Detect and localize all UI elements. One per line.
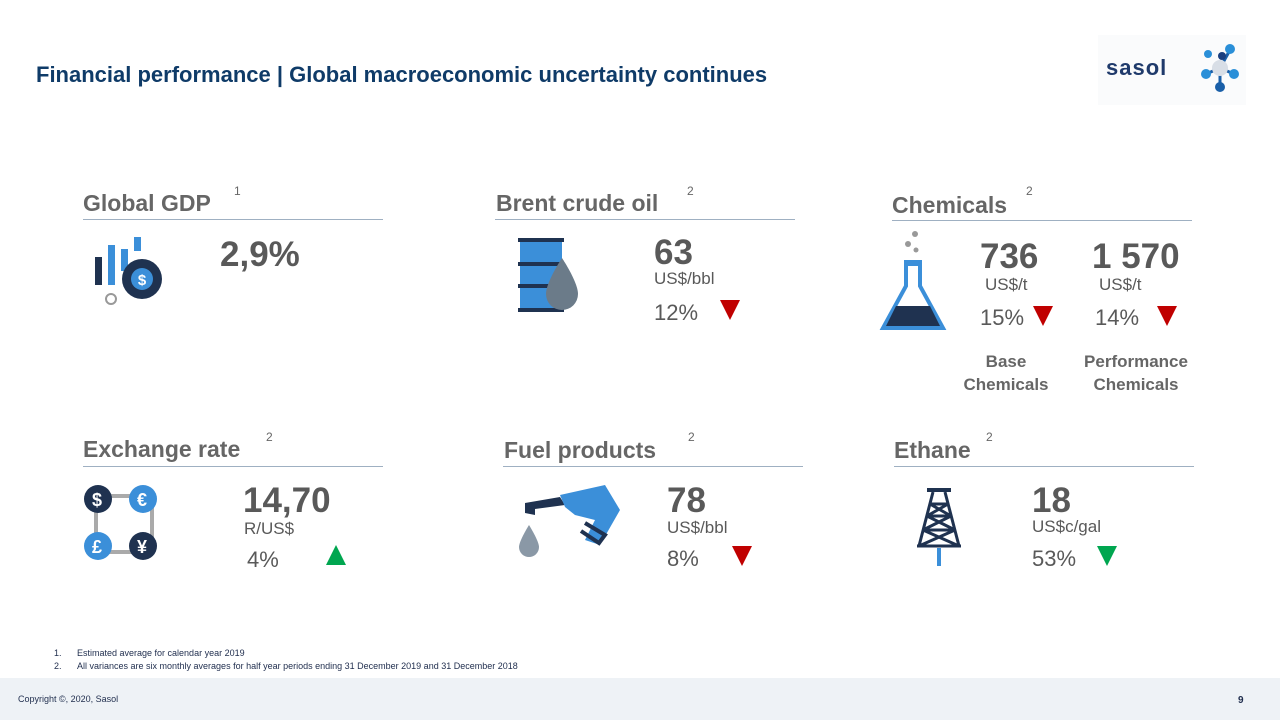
- copyright: Copyright ©, 2020, Sasol: [18, 694, 119, 704]
- ethane-unit: US$c/gal: [1032, 517, 1101, 536]
- divider: [892, 220, 1192, 221]
- divider: [503, 466, 803, 467]
- fuel-heading: Fuel products: [504, 437, 657, 463]
- footnote-text: All variances are six monthly averages f…: [77, 661, 518, 671]
- base-chemicals-unit: US$/t: [985, 275, 1028, 294]
- flask-icon: [879, 231, 947, 330]
- brent-unit: US$/bbl: [654, 269, 715, 288]
- page-title: Financial performance | Global macroecon…: [36, 62, 768, 87]
- brent-heading: Brent crude oil: [496, 190, 659, 216]
- oil-rig-icon: [917, 488, 961, 566]
- divider: [83, 466, 383, 467]
- fuel-nozzle-icon: [519, 485, 620, 557]
- gdp-heading: Global GDP: [83, 190, 211, 216]
- currency-exchange-icon: [84, 485, 157, 560]
- footnote-number: 1.: [54, 648, 62, 658]
- oil-barrel-icon: [518, 238, 578, 312]
- ethane-value: 18: [1032, 481, 1071, 520]
- footer: Copyright ©, 2020, Sasol 9: [0, 678, 1280, 720]
- gdp-value: 2,9%: [220, 235, 300, 274]
- svg-text:$: $: [138, 272, 147, 289]
- down-arrow-icon: [720, 300, 740, 320]
- footnote-ref: 2: [266, 430, 273, 444]
- yen-symbol: ¥: [137, 537, 148, 557]
- down-arrow-icon: [1033, 306, 1053, 326]
- performance-chemicals-change: 14%: [1095, 305, 1140, 330]
- fuel-unit: US$/bbl: [667, 518, 728, 537]
- exchange-change: 4%: [247, 547, 279, 572]
- page-number: 9: [1238, 695, 1244, 706]
- performance-chemicals-value: 1 570: [1092, 237, 1180, 276]
- down-arrow-icon: [1157, 306, 1177, 326]
- brent-change: 12%: [654, 300, 699, 325]
- base-chemicals-label: Base Chemicals: [963, 352, 1049, 394]
- gdp-gear-dollar-icon: $: [95, 237, 162, 305]
- footnote-ref: 2: [688, 430, 695, 444]
- sasol-logo: sasol: [1098, 35, 1246, 105]
- performance-chemicals-unit: US$/t: [1099, 275, 1142, 294]
- pound-symbol: £: [92, 537, 103, 557]
- footnote-number: 2.: [54, 661, 62, 671]
- molecule-icon: [1201, 44, 1239, 92]
- divider: [894, 466, 1194, 467]
- ethane-change: 53%: [1032, 546, 1077, 571]
- footnote-ref: 1: [234, 184, 241, 198]
- footnote-ref: 2: [1026, 184, 1033, 198]
- chemicals-heading: Chemicals: [892, 192, 1008, 218]
- ethane-heading: Ethane: [894, 437, 971, 463]
- fuel-value: 78: [667, 481, 706, 520]
- currency-symbols: $ € £ ¥: [84, 484, 164, 564]
- divider: [495, 219, 795, 220]
- exchange-unit: R/US$: [244, 519, 295, 538]
- footnote-ref: 2: [687, 184, 694, 198]
- footnote-text: Estimated average for calendar year 2019: [77, 648, 245, 658]
- euro-symbol: €: [137, 490, 148, 510]
- exchange-heading: Exchange rate: [83, 436, 241, 462]
- fuel-change: 8%: [667, 546, 699, 571]
- footnote-ref: 2: [986, 430, 993, 444]
- brent-value: 63: [654, 233, 693, 272]
- performance-chemicals-label: Performance Chemicals: [1084, 352, 1188, 394]
- exchange-value: 14,70: [243, 481, 331, 520]
- base-chemicals-change: 15%: [980, 305, 1025, 330]
- down-arrow-icon: [732, 546, 752, 566]
- up-arrow-icon: [326, 545, 346, 565]
- divider: [83, 219, 383, 220]
- dollar-symbol: $: [92, 490, 103, 510]
- base-chemicals-value: 736: [980, 237, 1039, 276]
- green-down-arrow-icon: [1097, 546, 1117, 566]
